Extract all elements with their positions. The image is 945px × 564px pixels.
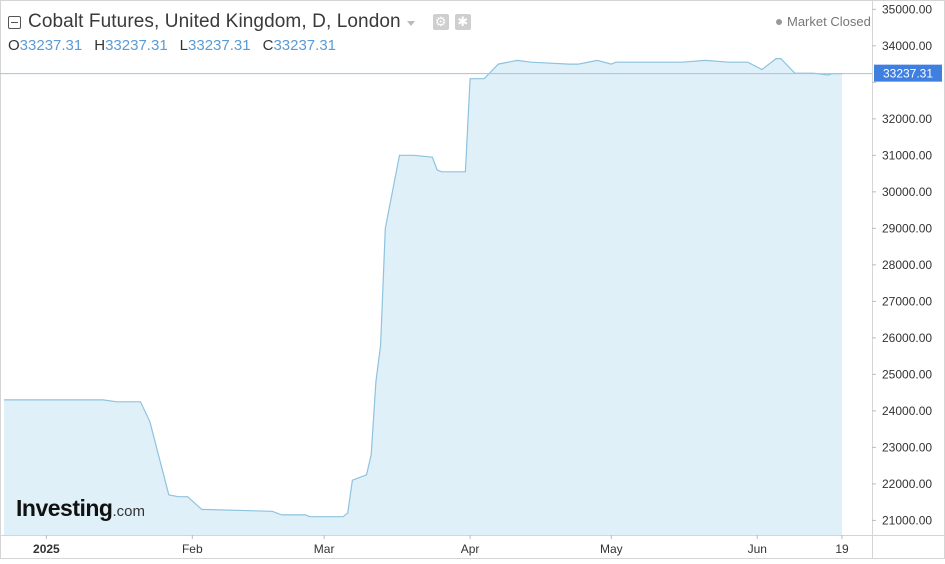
ohlc-close-key: C xyxy=(262,37,274,54)
status-dot-icon xyxy=(776,18,782,25)
investing-logo: Investing .com xyxy=(16,495,145,522)
ohlc-close: C33237.31 xyxy=(263,37,336,54)
y-tick-label: 28000.00 xyxy=(882,258,932,272)
y-tick-label: 22000.00 xyxy=(882,477,932,491)
chart-header: Cobalt Futures, United Kingdom, D, Londo… xyxy=(8,8,471,36)
y-tick-label: 35000.00 xyxy=(882,2,932,16)
y-tick-label: 24000.00 xyxy=(882,404,932,418)
ohlc-high: H33237.31 xyxy=(94,37,167,54)
ohlc-open: O33237.31 xyxy=(8,37,82,54)
y-tick-label: 23000.00 xyxy=(882,440,932,454)
last-price-tag xyxy=(874,64,942,82)
ohlc-high-key: H xyxy=(94,37,106,54)
y-tick-label: 30000.00 xyxy=(882,185,932,199)
x-tick-label: May xyxy=(600,542,623,556)
x-tick-label: Mar xyxy=(314,542,335,556)
last-price-label: 33237.31 xyxy=(883,67,933,81)
gear-icon[interactable]: ✱ xyxy=(454,14,471,30)
series-area xyxy=(4,58,842,535)
series-line xyxy=(4,58,842,518)
ohlc-open-value: 33237.31 xyxy=(19,37,83,54)
y-tick-label: 31000.00 xyxy=(882,148,932,162)
collapse-icon[interactable] xyxy=(8,15,21,29)
chart-title: Cobalt Futures, United Kingdom, D, Londo… xyxy=(28,11,401,32)
ohlc-low: L33237.31 xyxy=(180,37,251,54)
y-tick-label: 32000.00 xyxy=(882,112,932,126)
market-status: Market Closed xyxy=(776,14,871,29)
x-tick-label: Apr xyxy=(461,542,480,556)
y-tick-label: 21000.00 xyxy=(882,513,932,527)
ohlc-readout: O33237.31 H33237.31 L33237.31 C33237.31 xyxy=(8,37,336,54)
y-tick-label: 26000.00 xyxy=(882,331,932,345)
market-status-text: Market Closed xyxy=(787,14,871,29)
y-tick-label: 27000.00 xyxy=(882,294,932,308)
x-tick-label: Jun xyxy=(748,542,767,556)
x-tick-label: 2025 xyxy=(33,542,60,556)
y-tick-label: 34000.00 xyxy=(882,39,932,53)
ohlc-open-key: O xyxy=(8,37,20,54)
settings-icon[interactable]: ⚙ xyxy=(432,14,449,30)
chevron-down-icon[interactable] xyxy=(406,20,415,26)
x-tick-label: 19 xyxy=(835,542,849,556)
logo-suffix: .com xyxy=(112,503,145,520)
ohlc-close-value: 33237.31 xyxy=(273,37,337,54)
x-tick-label: Feb xyxy=(182,542,203,556)
logo-main: Investing xyxy=(16,495,113,521)
ohlc-low-key: L xyxy=(179,37,189,54)
y-tick-label: 29000.00 xyxy=(882,221,932,235)
ohlc-high-value: 33237.31 xyxy=(105,37,168,54)
y-tick-label: 25000.00 xyxy=(882,367,932,381)
ohlc-low-value: 33237.31 xyxy=(188,37,251,54)
